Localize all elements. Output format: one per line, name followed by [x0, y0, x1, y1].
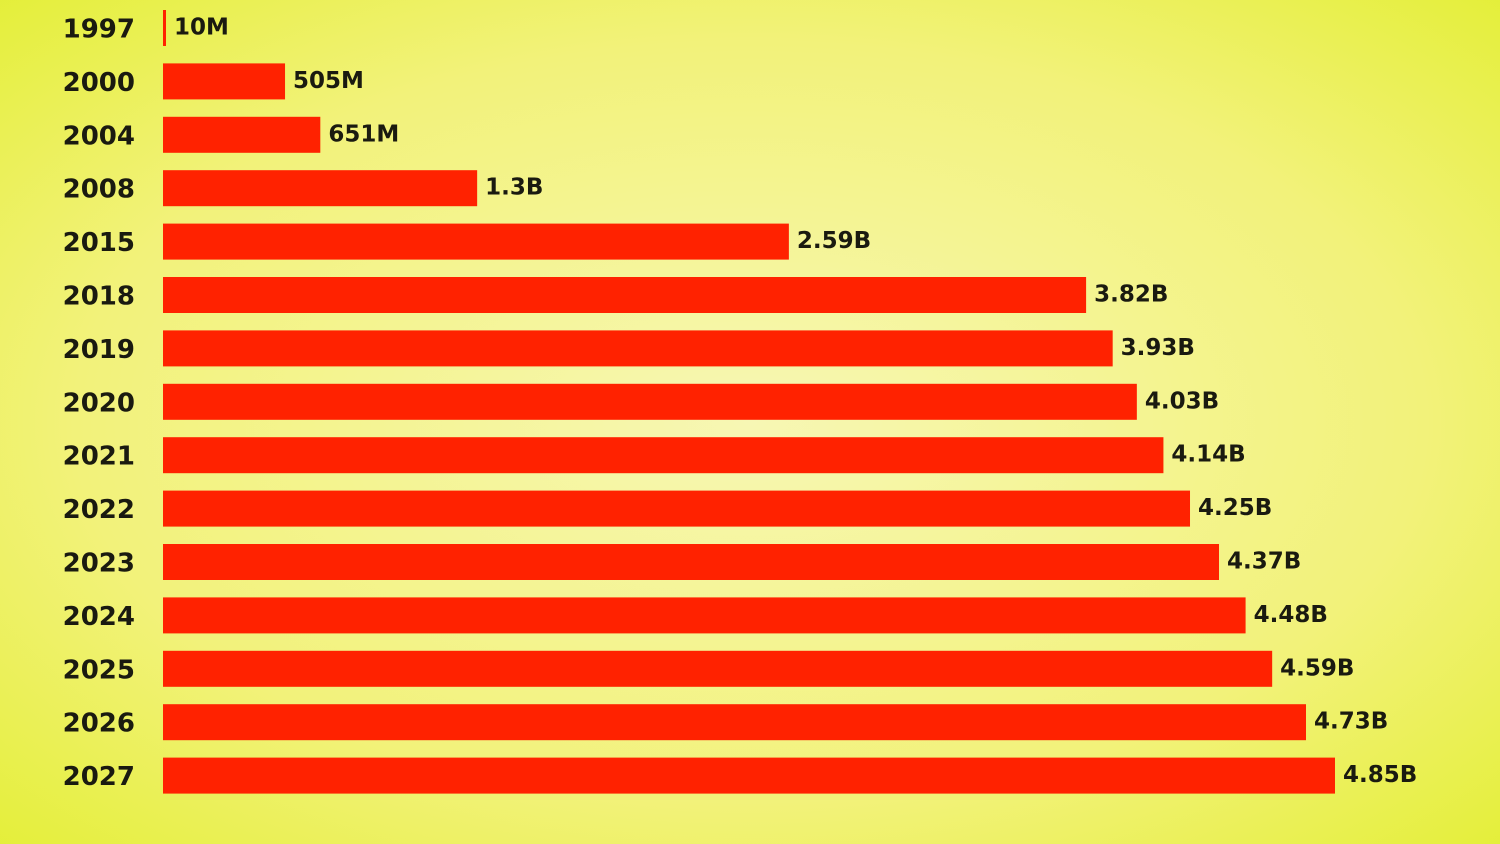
value-label: 4.59B — [1280, 655, 1354, 681]
category-label: 2022 — [63, 495, 135, 525]
category-label: 2020 — [63, 388, 135, 418]
value-label: 4.14B — [1171, 442, 1245, 468]
category-label: 2000 — [63, 68, 135, 98]
bar — [163, 383, 1137, 420]
bar — [163, 437, 1164, 474]
category-label: 1997 — [63, 15, 135, 45]
bar — [163, 330, 1113, 367]
category-label: 2021 — [63, 442, 135, 472]
value-label: 2.59B — [797, 228, 871, 254]
category-label: 2023 — [63, 549, 135, 579]
value-label: 4.37B — [1227, 549, 1301, 575]
value-label: 3.93B — [1121, 335, 1195, 361]
category-label: 2027 — [63, 762, 135, 792]
category-label: 2004 — [63, 121, 135, 151]
value-label: 10M — [174, 15, 229, 41]
bar — [163, 277, 1087, 313]
bar — [163, 757, 1335, 794]
value-label: 4.48B — [1254, 602, 1328, 628]
bar — [163, 223, 789, 260]
value-label: 4.03B — [1145, 388, 1219, 414]
value-label: 1.3B — [485, 175, 543, 201]
category-label: 2019 — [63, 335, 135, 365]
bar — [163, 116, 321, 153]
bar — [163, 63, 286, 100]
category-label: 2025 — [63, 655, 135, 685]
bar — [163, 544, 1220, 580]
value-label: 505M — [293, 68, 364, 94]
value-label: 4.25B — [1198, 495, 1272, 521]
category-label: 2024 — [63, 602, 135, 632]
value-label: 4.73B — [1314, 709, 1388, 735]
value-label: 4.85B — [1343, 762, 1417, 788]
bar — [163, 10, 166, 46]
value-label: 651M — [328, 121, 399, 147]
bar — [163, 170, 478, 207]
value-label: 3.82B — [1094, 282, 1168, 308]
bar — [163, 650, 1273, 687]
bar — [163, 597, 1246, 634]
category-label: 2018 — [63, 282, 135, 312]
category-label: 2026 — [63, 709, 135, 739]
bar — [163, 704, 1307, 741]
bar — [163, 490, 1191, 527]
category-label: 2015 — [63, 228, 135, 258]
category-label: 2008 — [63, 175, 135, 205]
